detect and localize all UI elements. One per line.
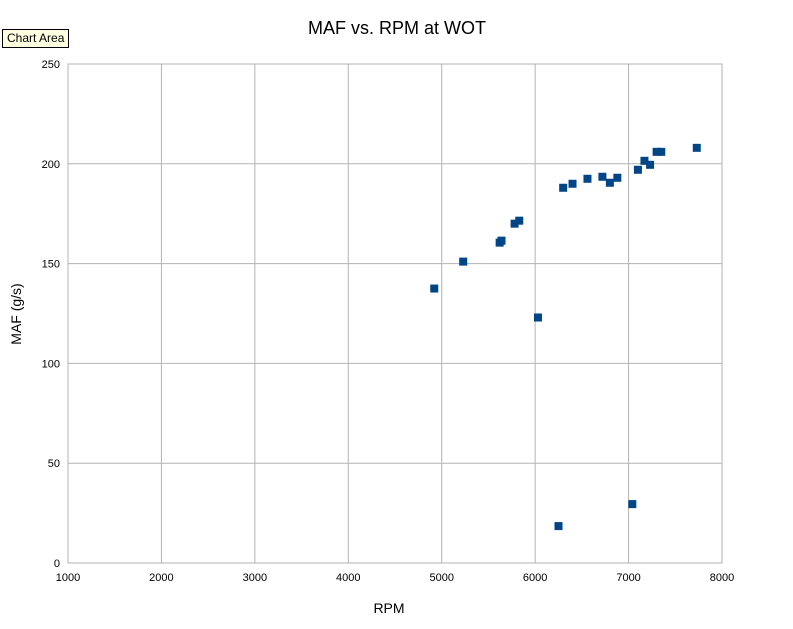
data-points	[430, 143, 701, 531]
data-point	[605, 178, 614, 187]
data-point	[533, 313, 542, 322]
data-point	[510, 219, 519, 228]
data-point	[598, 172, 607, 181]
data-point	[583, 174, 592, 183]
x-tick-label: 7000	[616, 572, 640, 584]
y-axis-label: MAF (g/s)	[8, 283, 24, 344]
y-tick-label: 50	[48, 458, 60, 470]
data-point	[628, 500, 637, 509]
x-tick-label: 8000	[710, 572, 734, 584]
y-tick-label: 100	[42, 358, 60, 370]
x-axis-label: RPM	[373, 600, 404, 616]
data-point	[613, 173, 622, 182]
axis-ticks: 1000 2000 3000 4000 5000 6000 7000 8000 0 50 100 15…	[42, 59, 735, 584]
data-point	[559, 183, 568, 192]
data-point	[646, 160, 655, 169]
data-point	[459, 257, 468, 266]
x-tick-label: 6000	[523, 572, 547, 584]
y-tick-label: 150	[42, 259, 60, 271]
x-tick-label: 5000	[429, 572, 453, 584]
data-point	[652, 147, 661, 156]
x-tick-label: 2000	[149, 572, 173, 584]
y-tick-label: 200	[42, 159, 60, 171]
data-point	[657, 147, 666, 156]
data-point	[692, 143, 701, 152]
x-tick-label: 4000	[336, 572, 360, 584]
data-point	[554, 522, 563, 531]
plot-area	[67, 63, 723, 564]
data-point	[430, 284, 439, 293]
data-point	[568, 179, 577, 188]
chart-area-tooltip: Chart Area	[2, 29, 70, 48]
x-tick-label: 1000	[56, 572, 80, 584]
y-tick-label: 0	[54, 558, 60, 570]
x-tick-label: 3000	[243, 572, 267, 584]
data-point	[497, 236, 506, 245]
data-point	[633, 165, 642, 174]
y-tick-label: 250	[42, 59, 60, 71]
chart-title: MAF vs. RPM at WOT	[308, 18, 486, 38]
data-point	[515, 216, 524, 225]
data-point	[640, 156, 649, 165]
